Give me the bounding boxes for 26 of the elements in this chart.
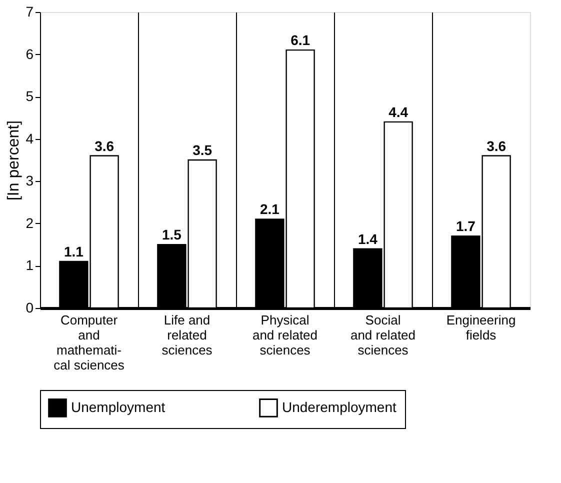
- data-label: 1.5: [162, 226, 182, 243]
- legend-label: Underemployment: [282, 398, 396, 415]
- y-tick-label: 5: [26, 88, 34, 104]
- x-tick-label: Physical and related sciences: [252, 312, 318, 358]
- x-tick-label: Computer and mathemati- cal sciences: [54, 312, 125, 372]
- y-tick-label: 0: [26, 300, 34, 316]
- y-tick-label: 1: [26, 257, 34, 274]
- data-label: 1.4: [358, 230, 378, 247]
- y-tick-label: 3: [26, 172, 34, 189]
- y-tick-label: 2: [26, 214, 34, 231]
- x-tick-label: Life and related sciences: [162, 312, 213, 358]
- legend-label: Unemployment: [71, 398, 166, 415]
- data-label: 1.1: [64, 243, 84, 260]
- data-label: 3.6: [486, 138, 506, 154]
- data-label: 3.6: [94, 138, 114, 154]
- y-tick-label: 6: [26, 46, 34, 62]
- y-tick-label: 4: [26, 130, 34, 146]
- y-tick-label: 7: [26, 4, 34, 20]
- data-label: 2.1: [260, 201, 280, 218]
- y-axis-title: [In percent]: [6, 120, 23, 201]
- data-label: 6.1: [290, 32, 310, 48]
- data-label: 1.7: [456, 218, 476, 234]
- x-tick-label: Social and related sciences: [350, 312, 416, 358]
- data-label: 3.5: [192, 142, 212, 158]
- data-label: 4.4: [388, 104, 408, 120]
- x-tick-label: Engineering fields: [446, 312, 516, 342]
